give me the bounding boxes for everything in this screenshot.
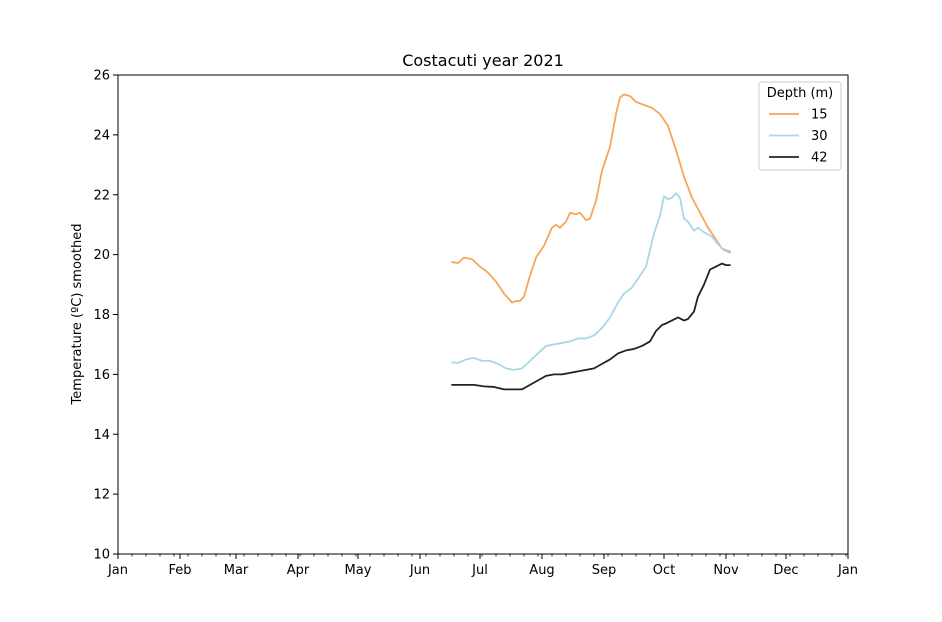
- y-tick-label: 10: [93, 548, 110, 563]
- legend: Depth (m) 15 30 42: [758, 81, 842, 171]
- x-tick-label: Jul: [471, 563, 488, 578]
- series-line-depth-15: [451, 93, 731, 304]
- x-axis: Jan Feb Mar Apr May Jun Jul Aug Sep Oct Nov Dec Jan: [107, 554, 858, 578]
- legend-items: 15 30 42: [769, 108, 828, 166]
- x-tick-label: Aug: [529, 563, 554, 578]
- y-tick-label: 22: [93, 188, 110, 203]
- x-tick-label: Apr: [287, 563, 310, 578]
- y-axis-label: Temperature (ºC) smoothed: [70, 224, 85, 406]
- legend-label-depth-30: 30: [811, 129, 828, 144]
- x-tick-label: Oct: [653, 563, 675, 578]
- y-tick-label: 12: [93, 488, 110, 503]
- x-tick-label: Dec: [773, 563, 798, 578]
- y-tick-label: 16: [93, 368, 110, 383]
- y-tick-label: 20: [93, 248, 110, 263]
- x-tick-label: Nov: [713, 563, 739, 578]
- y-tick-label: 24: [93, 128, 110, 143]
- x-tick-label: Sep: [592, 563, 617, 578]
- y-axis: 10 12 14 16 18 20 22 24 26: [93, 69, 118, 563]
- y-tick-label: 18: [93, 308, 110, 323]
- legend-label-depth-15: 15: [811, 108, 828, 123]
- x-tick-label: Jan: [107, 563, 128, 578]
- y-tick-label: 14: [93, 428, 110, 443]
- legend-title: Depth (m): [767, 86, 834, 101]
- x-tick-label: May: [345, 563, 372, 578]
- x-tick-label: Jun: [409, 563, 430, 578]
- series-layer: [451, 93, 731, 391]
- x-tick-label: Mar: [224, 563, 249, 578]
- series-line-depth-30: [451, 192, 731, 371]
- legend-box: [758, 81, 842, 171]
- series-line-depth-42: [451, 262, 731, 391]
- legend-label-depth-42: 42: [811, 151, 828, 166]
- y-tick-label: 26: [93, 69, 110, 84]
- chart-title: Costacuti year 2021: [402, 51, 564, 70]
- x-tick-label: Jan: [837, 563, 858, 578]
- x-tick-label: Feb: [168, 563, 191, 578]
